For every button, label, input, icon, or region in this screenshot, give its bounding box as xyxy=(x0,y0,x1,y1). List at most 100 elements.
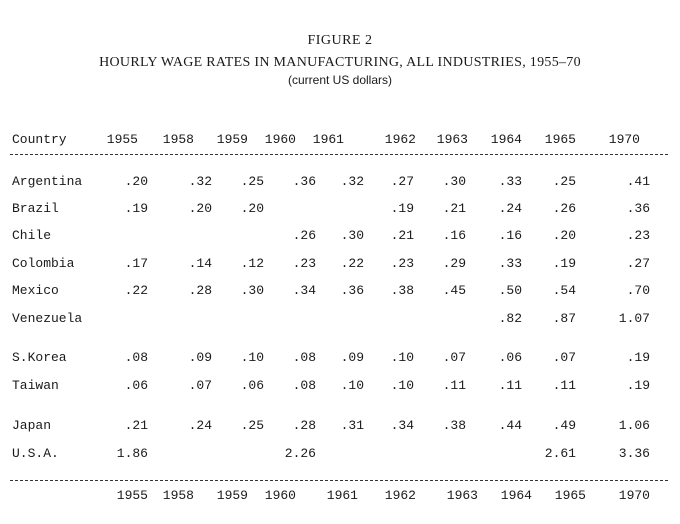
header-year: 1960 xyxy=(264,132,296,147)
wage-value: .23 xyxy=(626,228,650,243)
wage-value: .21 xyxy=(124,418,148,433)
country-name: Mexico xyxy=(12,283,59,298)
country-name: S.Korea xyxy=(12,350,67,365)
wage-value: .23 xyxy=(390,256,414,271)
footer-year: 1959 xyxy=(216,488,248,503)
wage-value: .08 xyxy=(292,378,316,393)
wage-value: .20 xyxy=(188,201,212,216)
figure-subtitle: (current US dollars) xyxy=(287,73,393,87)
wage-value: .30 xyxy=(240,283,264,298)
wage-value: .08 xyxy=(124,350,148,365)
wage-value: .25 xyxy=(240,418,264,433)
wage-value: .06 xyxy=(124,378,148,393)
wage-value: .06 xyxy=(498,350,522,365)
wage-value: .21 xyxy=(390,228,414,243)
wage-value: .44 xyxy=(498,418,522,433)
header-year: 1959 xyxy=(216,132,248,147)
footer-year: 1962 xyxy=(384,488,416,503)
footer-year: 1965 xyxy=(554,488,586,503)
table-row: Brazil .19 .20 .20 .19 .21 .24 .26 .36 xyxy=(0,201,680,219)
header-country: Country xyxy=(12,132,67,147)
wage-value: .25 xyxy=(240,174,264,189)
wage-value: .09 xyxy=(340,350,364,365)
header-year: 1955 xyxy=(106,132,138,147)
wage-value: .33 xyxy=(498,174,522,189)
wage-value: 3.36 xyxy=(618,446,650,461)
footer-year: 1960 xyxy=(264,488,296,503)
wage-value: .32 xyxy=(188,174,212,189)
wage-value: .38 xyxy=(390,283,414,298)
wage-value: .17 xyxy=(124,256,148,271)
wage-value: .28 xyxy=(188,283,212,298)
wage-value: .31 xyxy=(340,418,364,433)
wage-value: .87 xyxy=(552,311,576,326)
wage-value: .20 xyxy=(552,228,576,243)
wage-value: .54 xyxy=(552,283,576,298)
footer-year: 1961 xyxy=(326,488,358,503)
wage-value: .30 xyxy=(340,228,364,243)
country-name: Colombia xyxy=(12,256,75,271)
country-name: U.S.A. xyxy=(12,446,59,461)
header-year: 1965 xyxy=(544,132,576,147)
wage-value: .11 xyxy=(552,378,576,393)
wage-value: .82 xyxy=(498,311,522,326)
table-row: S.Korea .08 .09 .10 .08 .09 .10 .07 .06 .07 .19 xyxy=(0,350,680,368)
wage-value: .23 xyxy=(292,256,316,271)
wage-value: .16 xyxy=(442,228,466,243)
wage-value: .41 xyxy=(626,174,650,189)
wage-value: .38 xyxy=(442,418,466,433)
wage-value: 2.61 xyxy=(544,446,576,461)
table-row: Colombia .17 .14 .12 .23 .22 .23 .29 .33 .19 .27 xyxy=(0,256,680,274)
country-name: Chile xyxy=(12,228,52,243)
wage-value: .07 xyxy=(442,350,466,365)
cropped-preceding-text xyxy=(70,0,630,6)
wage-value: .08 xyxy=(292,350,316,365)
header-year: 1970 xyxy=(608,132,640,147)
wage-value: .70 xyxy=(626,283,650,298)
table-row: Venezuela .82 .87 1.07 xyxy=(0,311,680,329)
header-divider xyxy=(10,154,668,155)
wage-value: .26 xyxy=(292,228,316,243)
wage-value: .36 xyxy=(626,201,650,216)
wage-value: .06 xyxy=(240,378,264,393)
table-row: Mexico .22 .28 .30 .34 .36 .38 .45 .50 .54 .70 xyxy=(0,283,680,301)
country-name: Brazil xyxy=(12,201,59,216)
country-name: Japan xyxy=(12,418,52,433)
wage-value: .34 xyxy=(390,418,414,433)
wage-value: .24 xyxy=(498,201,522,216)
wage-value: .20 xyxy=(124,174,148,189)
table-header-row: Country 1955 1958 1959 1960 1961 1962 19… xyxy=(0,132,680,150)
wage-value: .11 xyxy=(442,378,466,393)
wage-value: .32 xyxy=(340,174,364,189)
header-year: 1958 xyxy=(162,132,194,147)
wage-value: 1.06 xyxy=(618,418,650,433)
wage-value: .07 xyxy=(552,350,576,365)
footer-year: 1963 xyxy=(446,488,478,503)
wage-value: .36 xyxy=(292,174,316,189)
wage-value: .36 xyxy=(340,283,364,298)
wage-value: .19 xyxy=(552,256,576,271)
wage-value: .12 xyxy=(240,256,264,271)
wage-value: .33 xyxy=(498,256,522,271)
wage-value: .19 xyxy=(626,350,650,365)
table-row: U.S.A. 1.86 2.26 2.61 3.36 xyxy=(0,446,680,464)
wage-value: .20 xyxy=(240,201,264,216)
wage-value: 2.26 xyxy=(284,446,316,461)
wage-value: .07 xyxy=(188,378,212,393)
figure-title: HOURLY WAGE RATES IN MANUFACTURING, ALL … xyxy=(99,55,581,70)
wage-value: .29 xyxy=(442,256,466,271)
wage-value: .27 xyxy=(390,174,414,189)
wage-value: .10 xyxy=(340,378,364,393)
country-name: Taiwan xyxy=(12,378,59,393)
footer-year: 1958 xyxy=(162,488,194,503)
table-row: Chile .26 .30 .21 .16 .16 .20 .23 xyxy=(0,228,680,246)
wage-value: .11 xyxy=(498,378,522,393)
wage-value: .45 xyxy=(442,283,466,298)
header-year: 1962 xyxy=(384,132,416,147)
wage-value: .34 xyxy=(292,283,316,298)
wage-value: .19 xyxy=(390,201,414,216)
wage-value: .24 xyxy=(188,418,212,433)
wage-value: .49 xyxy=(552,418,576,433)
wage-value: .28 xyxy=(292,418,316,433)
wage-value: .10 xyxy=(390,350,414,365)
